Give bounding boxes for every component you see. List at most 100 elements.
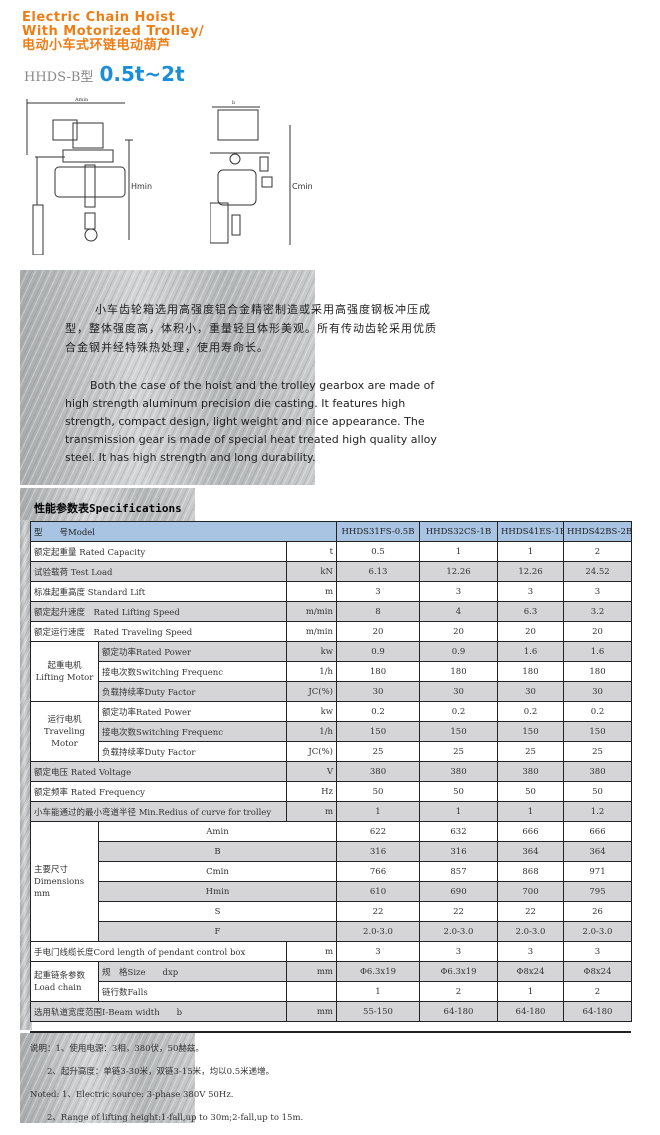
value-cell: 666 (563, 821, 632, 842)
value-cell: 150 (336, 721, 420, 742)
table-row: 选用轨道宽度范围I-Beam width b mm 55-150 64-180 64-1… (30, 1001, 632, 1022)
model-header-cell: HHDS32CS-1B (419, 521, 498, 542)
group-label-cell: 起重电机 Lifting Motor (30, 641, 99, 702)
value-cell: 2 (419, 981, 498, 1002)
value-cell: 690 (419, 881, 498, 902)
value-cell: 380 (336, 761, 420, 782)
value-cell: Φ8x24 (497, 961, 564, 982)
row-label-cell: 标准起重高度 Standard Lift (30, 581, 287, 602)
value-cell: 1.6 (497, 641, 564, 662)
value-cell: 364 (563, 841, 632, 862)
value-cell: 316 (419, 841, 498, 862)
value-cell: 700 (497, 881, 564, 902)
model-name: HHDS-B型 (24, 70, 94, 85)
value-cell: 22 (336, 901, 420, 922)
table-row: S 22 22 22 26 (31, 901, 632, 922)
value-cell: 64-180 (563, 1001, 632, 1022)
value-cell: 150 (497, 721, 564, 742)
table-row: 接电次数Switching Frequenc 1/h 150 150 150 150 (31, 721, 632, 742)
row-sublabel-cell: 链行数Falls (98, 981, 287, 1002)
value-cell: 180 (336, 661, 420, 682)
row-label-cell: 额定电压 Rated Voltage (30, 761, 287, 782)
value-cell: 0.2 (563, 701, 632, 722)
value-cell: 8 (336, 601, 420, 622)
value-cell: 632 (419, 821, 498, 842)
value-cell: 22 (497, 901, 564, 922)
metal-notes-background (20, 1033, 195, 1123)
description-en: Both the case of the hoist and the troll… (65, 379, 437, 464)
value-cell: 20 (419, 621, 498, 642)
table-row: 负载持续率Duty Factor JC(%) 25 25 25 25 (31, 741, 632, 762)
table-row: 额定频率 Rated Frequency Hz 50 50 50 50 (30, 781, 632, 802)
table-row: 额定电压 Rated Voltage V 380 380 380 380 (30, 761, 632, 782)
value-cell: 2.0-3.0 (497, 921, 564, 942)
metal-background (20, 270, 315, 485)
specs-heading: 性能参数表Specifications (34, 502, 182, 515)
value-cell: 50 (497, 781, 564, 802)
unit-cell: m/min (286, 601, 337, 622)
value-cell: 3 (336, 581, 420, 602)
value-cell: 50 (419, 781, 498, 802)
divider (30, 1031, 631, 1033)
unit-cell: mm (286, 961, 337, 982)
value-cell: 30 (336, 681, 420, 702)
row-sublabel-cell: 额定功率Rated Power (98, 641, 287, 662)
description-cn: 小车齿轮箱选用高强度铝合金精密制造或采用高强度钢板冲压成型，整体强度高，体积小，… (65, 303, 437, 354)
unit-cell: m/min (286, 621, 337, 642)
row-sublabel-cell: S (98, 901, 337, 922)
value-cell: 3 (563, 581, 632, 602)
table-row: 试验载荷 Test Load kN 6.13 12.26 12.26 24.52 (30, 561, 632, 582)
unit-cell: V (286, 761, 337, 782)
row-sublabel-cell: 额定功率Rated Power (98, 701, 287, 722)
row-label-cell: 额定频率 Rated Frequency (30, 781, 287, 802)
table-row: Hmin 610 690 700 795 (31, 881, 632, 902)
value-cell: 180 (497, 661, 564, 682)
row-sublabel-cell: 负载持续率Duty Factor (98, 681, 287, 702)
value-cell: 24.52 (563, 561, 632, 582)
group-label-cell: 主要尺寸 Dimensions mm (30, 821, 99, 942)
value-cell: 22 (419, 901, 498, 922)
model-label-cell: 型 号Model (30, 521, 337, 542)
table-row: F 2.0-3.0 2.0-3.0 2.0-3.0 2.0-3.0 (31, 921, 632, 942)
value-cell: 25 (336, 741, 420, 762)
value-cell: 2.0-3.0 (419, 921, 498, 942)
front-view-drawing: Amin (26, 97, 133, 255)
row-sublabel-cell: 负载持续率Duty Factor (98, 741, 287, 762)
value-cell: 1 (336, 981, 420, 1002)
value-cell: 380 (497, 761, 564, 782)
unit-cell: kw (286, 701, 337, 722)
value-cell: 3 (419, 581, 498, 602)
value-cell: 610 (336, 881, 420, 902)
table-row: 小车能通过的最小弯道半径 Min.Redius of curve for tro… (30, 801, 632, 822)
table-row: 链行数Falls 1 2 1 2 (31, 981, 632, 1002)
value-cell: 12.26 (419, 561, 498, 582)
metal-heading-background (20, 488, 195, 522)
row-sublabel-cell: F (98, 921, 337, 942)
table-row: 额定起升速度 Rated Lifting Speed m/min 8 4 6.3 3.2 (30, 601, 632, 622)
value-cell: 180 (563, 661, 632, 682)
row-label-cell: 额定起升速度 Rated Lifting Speed (30, 601, 287, 622)
value-cell: Φ8x24 (563, 961, 632, 982)
value-cell: 1 (419, 801, 498, 822)
value-cell: 20 (563, 621, 632, 642)
value-cell: 1 (497, 541, 564, 562)
value-cell: 857 (419, 861, 498, 882)
value-cell: 0.2 (497, 701, 564, 722)
model-header-cell: HHDS42BS-2B (563, 521, 632, 542)
value-cell: 25 (563, 741, 632, 762)
value-cell: 3 (419, 941, 498, 962)
table-row: 标准起重高度 Standard Lift m 3 3 3 3 (30, 581, 632, 602)
label-cmin: Cmin (292, 182, 313, 191)
value-cell: 3 (563, 941, 632, 962)
value-cell: 1 (336, 801, 420, 822)
value-cell: 64-180 (419, 1001, 498, 1022)
unit-cell: 1/h (286, 721, 337, 742)
value-cell: 4 (419, 601, 498, 622)
specifications-table: 型 号Model HHDS31FS-0.5B HHDS32CS-1B HHDS41ES… (30, 521, 632, 1022)
unit-cell: mm (286, 1001, 337, 1022)
table-row: 手电门线缆长度Cord length of pendant control bo… (30, 941, 632, 962)
value-cell: 3.2 (563, 601, 632, 622)
row-label-cell: 额定运行速度 Rated Traveling Speed (30, 621, 287, 642)
table-row: 运行电机 Traveling Motor 额定功率Rated Power kw 0.2… (30, 701, 632, 762)
